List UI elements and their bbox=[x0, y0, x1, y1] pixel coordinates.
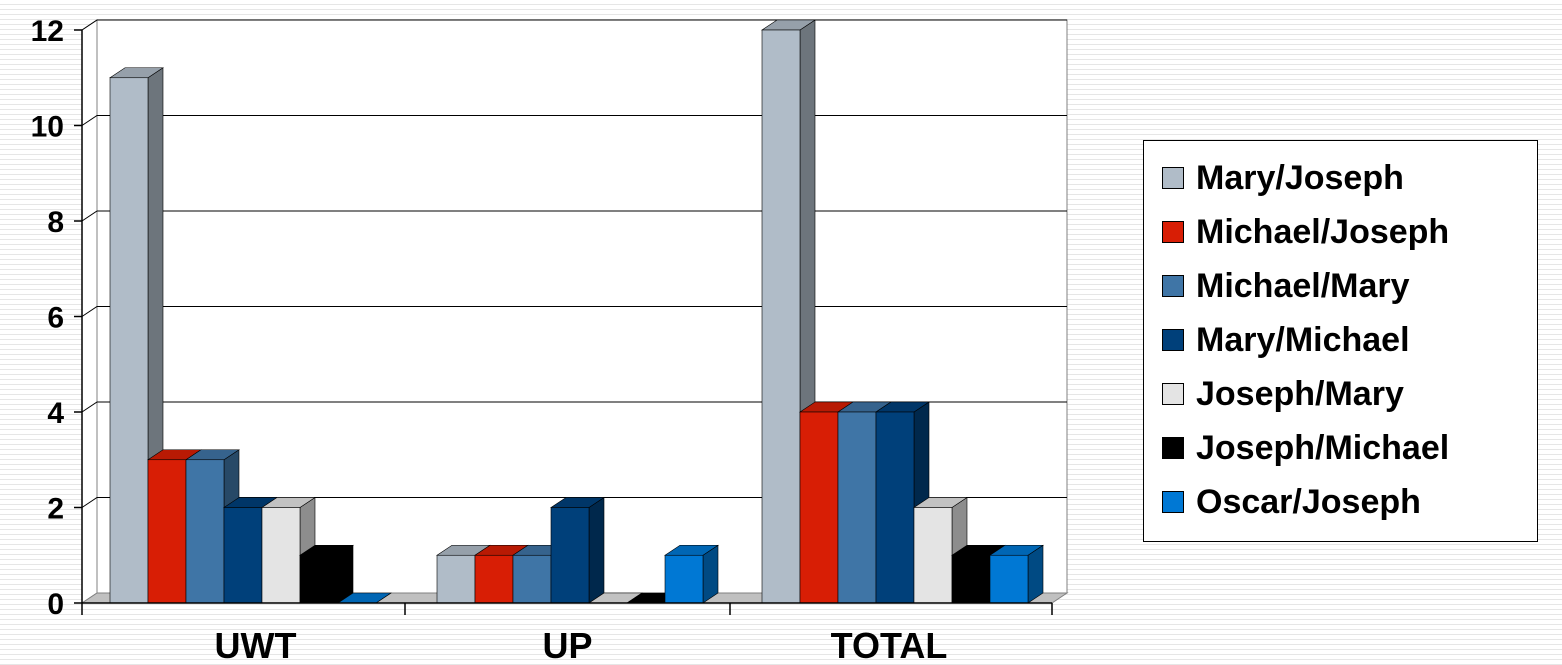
gridline bbox=[81, 497, 1067, 508]
legend-label: Mary/Michael bbox=[1196, 320, 1410, 359]
legend-swatch bbox=[1162, 491, 1184, 513]
bar bbox=[550, 496, 605, 604]
gridline bbox=[81, 210, 1067, 222]
legend-swatch bbox=[1162, 167, 1184, 189]
bar bbox=[664, 544, 719, 604]
legend-swatch bbox=[1162, 383, 1184, 405]
legend: Mary/Joseph Michael/Joseph Michael/Mary Mar… bbox=[1143, 140, 1538, 542]
category-label: TOTAL bbox=[831, 625, 948, 665]
bar-front bbox=[109, 77, 149, 604]
bar-front bbox=[799, 411, 839, 604]
bar bbox=[299, 544, 354, 604]
category-label: UP bbox=[542, 625, 592, 665]
bar-front bbox=[664, 554, 704, 604]
y-tick-label: 2 bbox=[47, 493, 64, 526]
legend-item: Mary/Michael bbox=[1162, 313, 1537, 367]
bar-front bbox=[261, 507, 301, 604]
legend-item: Joseph/Mary bbox=[1162, 367, 1537, 421]
axes bbox=[74, 29, 1053, 615]
y-tick-label: 0 bbox=[47, 588, 64, 621]
category-labels: UWT UP TOTAL bbox=[215, 625, 948, 665]
legend-item: Oscar/Joseph bbox=[1162, 475, 1537, 529]
bar-side bbox=[588, 496, 605, 604]
legend-item: Mary/Joseph bbox=[1162, 151, 1537, 205]
gridline bbox=[81, 19, 1067, 31]
bar-front bbox=[512, 554, 552, 604]
legend-swatch bbox=[1162, 221, 1184, 243]
gridline bbox=[81, 115, 1067, 126]
bar-front bbox=[436, 554, 476, 604]
gridline bbox=[81, 306, 1067, 317]
bar-front bbox=[223, 507, 263, 604]
bar-front bbox=[761, 29, 801, 604]
category-label: UWT bbox=[215, 625, 297, 665]
legend-swatch bbox=[1162, 437, 1184, 459]
gridlines bbox=[81, 19, 1067, 508]
bar-front bbox=[875, 411, 915, 604]
legend-item: Michael/Mary bbox=[1162, 259, 1537, 313]
bar-front bbox=[550, 507, 590, 604]
legend-swatch bbox=[1162, 275, 1184, 297]
legend-swatch bbox=[1162, 329, 1184, 351]
legend-item: Michael/Joseph bbox=[1162, 205, 1537, 259]
gridline bbox=[81, 401, 1067, 413]
bar-front bbox=[299, 554, 339, 604]
y-tick-label: 10 bbox=[31, 111, 64, 144]
bar-front bbox=[951, 554, 991, 604]
legend-label: Joseph/Mary bbox=[1196, 374, 1404, 413]
bars bbox=[109, 19, 1044, 604]
bar-front bbox=[989, 554, 1029, 604]
bar-front bbox=[913, 507, 953, 604]
y-tick-label: 6 bbox=[47, 302, 64, 335]
bar bbox=[989, 544, 1044, 604]
bar-front bbox=[474, 554, 514, 604]
bar bbox=[761, 19, 816, 604]
legend-label: Michael/Mary bbox=[1196, 266, 1410, 305]
y-tick-label: 4 bbox=[47, 397, 64, 430]
legend-label: Oscar/Joseph bbox=[1196, 482, 1421, 521]
bar-front bbox=[837, 411, 877, 604]
legend-item: Joseph/Michael bbox=[1162, 421, 1537, 475]
legend-label: Michael/Joseph bbox=[1196, 212, 1450, 251]
y-tick-label: 8 bbox=[47, 206, 64, 239]
bar-front bbox=[185, 459, 225, 604]
bar-front bbox=[147, 459, 187, 604]
legend-label: Mary/Joseph bbox=[1196, 158, 1404, 197]
tick-labels: 0 2 4 6 8 10 12 bbox=[31, 15, 65, 621]
y-tick-label: 12 bbox=[31, 15, 64, 48]
legend-label: Joseph/Michael bbox=[1196, 428, 1450, 467]
